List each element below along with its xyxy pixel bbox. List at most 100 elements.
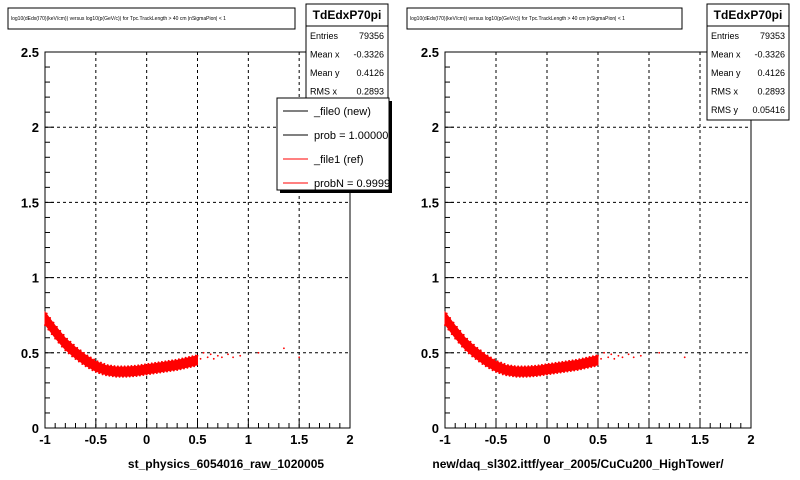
data-point: [481, 363, 484, 366]
data-point: [169, 370, 172, 373]
chart-1: -1 -0.5 0 0.5 1 1.5 2 0 0.5 1 1.5 2 2.5 log10(dEdx(I7…: [7, 3, 392, 471]
stats-label: Mean y: [310, 68, 340, 78]
data-point: [571, 359, 574, 362]
data-point: [613, 357, 616, 360]
data-point: [597, 354, 599, 357]
data-point: [206, 356, 209, 359]
data-point: [574, 358, 577, 361]
data-point: [508, 374, 511, 377]
stats-value: 0.4126: [757, 68, 785, 78]
data-point: [171, 359, 174, 362]
data-point: [683, 356, 686, 359]
stats-label: Mean x: [310, 50, 340, 60]
x-tick-label: 1.5: [691, 432, 709, 447]
data-point: [138, 374, 141, 377]
y-tick-label: 1.5: [421, 195, 439, 210]
stats-value: 79353: [760, 31, 785, 41]
data-point: [559, 371, 562, 374]
data-point: [554, 361, 557, 364]
stats-value: 0.4126: [356, 68, 384, 78]
data-point: [591, 355, 594, 358]
data-point: [72, 343, 75, 346]
data-point: [501, 373, 504, 376]
stats-name: TdEdxP70pi: [313, 8, 382, 22]
data-point: [123, 365, 126, 368]
data-point: [47, 328, 50, 331]
x-axis-label: new/daq_sl302.ittf/year_2005/CuCu200_Hig…: [432, 457, 724, 471]
data-point: [54, 337, 57, 340]
x-axis-label: st_physics_6054016_raw_1020005: [128, 457, 324, 471]
data-point: [125, 375, 128, 378]
data-point: [81, 363, 84, 366]
data-point: [101, 373, 104, 376]
data-point: [486, 354, 489, 357]
data-point: [189, 366, 192, 369]
data-point: [557, 361, 560, 364]
data-point: [580, 368, 582, 371]
data-point: [216, 354, 219, 357]
data-point: [607, 356, 610, 359]
data-point: [515, 375, 518, 378]
data-point: [118, 375, 121, 378]
data-point: [209, 353, 212, 356]
data-point: [257, 351, 260, 354]
data-point: [182, 367, 185, 370]
data-point: [105, 374, 107, 377]
data-point: [527, 365, 530, 368]
data-point: [194, 354, 197, 357]
data-point: [199, 357, 202, 360]
data-point: [544, 363, 547, 366]
legend-entries: _file0 (new) prob = 1.000000 _file1 (ref) p…: [283, 106, 389, 190]
x-tick-label: -0.5: [85, 432, 107, 447]
data-point: [505, 374, 508, 377]
stats-label: RMS y: [711, 105, 739, 115]
data-point: [137, 364, 140, 367]
data-point: [457, 341, 460, 344]
data-point: [221, 356, 223, 359]
data-point: [500, 361, 503, 364]
data-point: [617, 354, 620, 357]
data-point: [449, 317, 452, 320]
data-point: [79, 349, 82, 352]
data-point: [483, 351, 486, 354]
data-point: [149, 373, 152, 376]
data-point: [154, 361, 157, 364]
data-point: [552, 372, 555, 375]
data-point: [166, 370, 168, 373]
data-point: [491, 369, 494, 372]
data-point: [283, 347, 285, 350]
data-point: [474, 358, 477, 361]
data-point: [155, 372, 158, 375]
data-point: [539, 374, 542, 377]
data-point: [45, 312, 48, 315]
data-point: [529, 375, 531, 378]
y-tick-label: 1.5: [21, 195, 39, 210]
data-point: [239, 354, 242, 357]
stats-value: 0.05416: [752, 105, 785, 115]
x-tick-label: -1: [439, 432, 451, 447]
data-point: [445, 312, 448, 315]
data-point: [455, 325, 458, 328]
data-point: [563, 371, 565, 374]
band-scatter: [44, 312, 197, 378]
data-point: [135, 375, 138, 378]
legend-frame: [276, 97, 390, 191]
data-point: [62, 333, 65, 336]
data-point: [496, 360, 499, 363]
data-point: [461, 345, 463, 348]
data-point: [467, 352, 470, 355]
data-point: [639, 354, 642, 357]
data-point: [74, 358, 77, 361]
data-point: [147, 362, 150, 365]
data-point: [479, 349, 482, 352]
data-point: [172, 369, 175, 372]
data-point: [462, 333, 465, 336]
y-tick-label: 0: [432, 421, 439, 436]
data-point: [132, 375, 135, 378]
data-point: [542, 374, 545, 377]
stats-label: Entries: [711, 31, 740, 41]
y-tick-label: 0: [32, 421, 39, 436]
data-point: [518, 375, 521, 378]
data-point: [159, 371, 162, 374]
